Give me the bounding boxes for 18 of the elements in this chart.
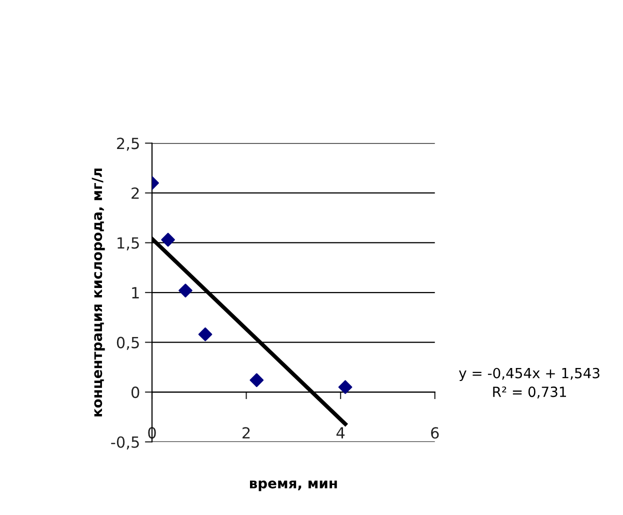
point xyxy=(250,373,264,388)
point xyxy=(178,284,192,298)
y-tick-label: 2 xyxy=(132,187,139,199)
y-tick-label: 0 xyxy=(131,386,140,398)
x-axis-title: время, мин xyxy=(250,480,337,492)
y-tick-label: -0,5 xyxy=(111,436,139,450)
y-axis-title: концентрация кислорода, мг/л xyxy=(92,168,105,416)
point xyxy=(198,327,212,342)
x-tick-label: 2 xyxy=(242,427,250,438)
point xyxy=(338,380,352,394)
x-tick-label: 4 xyxy=(336,427,345,438)
text: y = -0,454x + 1,543 R² = 0,731 xyxy=(459,368,600,398)
x-tick-label: 6 xyxy=(431,427,439,439)
y-tick-label: 0,5 xyxy=(116,336,139,350)
y-tick-label: 1 xyxy=(132,287,139,298)
y-tick-label: 2,5 xyxy=(117,138,139,151)
point xyxy=(161,232,175,247)
y-tick-label: 1,5 xyxy=(118,237,139,250)
